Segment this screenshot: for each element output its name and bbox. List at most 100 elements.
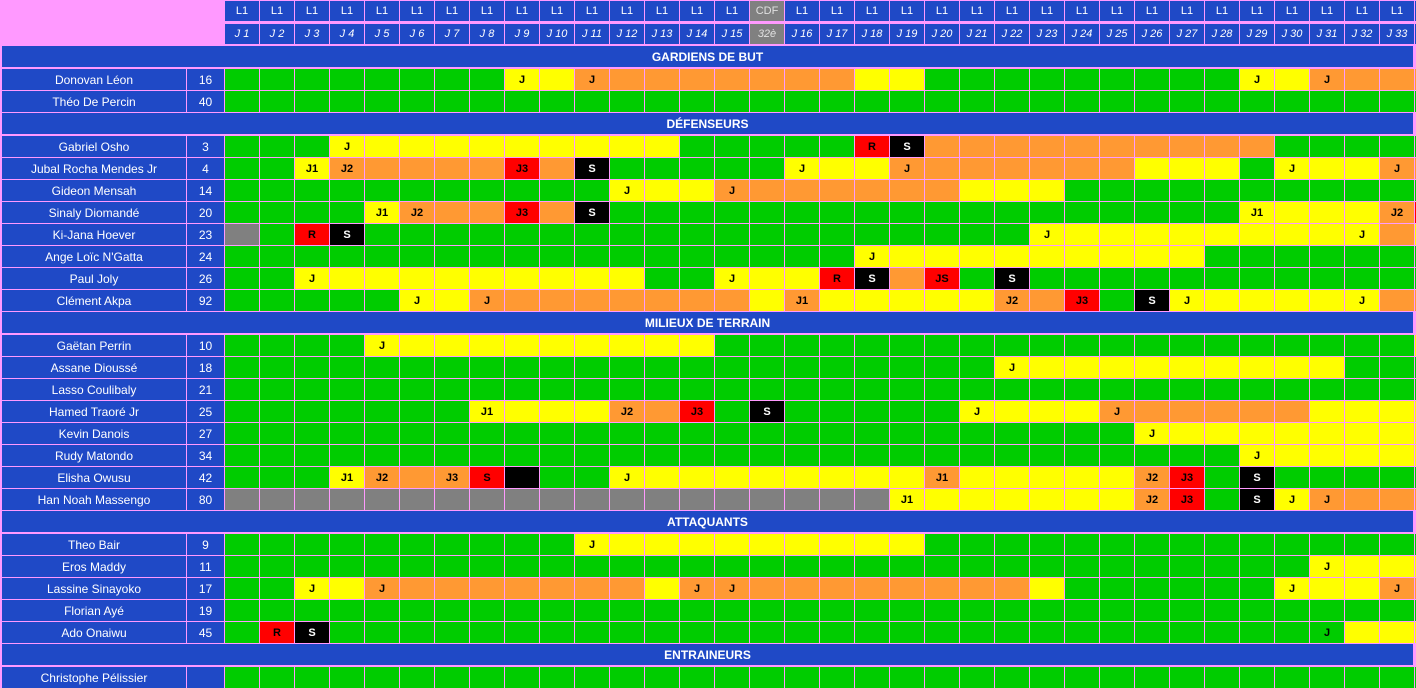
player-number: 92 [187, 290, 224, 311]
status-cell [260, 667, 294, 688]
section-title: ENTRAINEURS [2, 644, 1413, 665]
card-mark: J [1358, 294, 1366, 307]
player-name: Gabriel Osho [2, 136, 186, 157]
status-cell [610, 357, 644, 378]
status-cell [855, 578, 889, 599]
card-mark: JS [935, 272, 949, 285]
status-cell: J2 [995, 290, 1029, 311]
status-cell [995, 158, 1029, 179]
player-name: Assane Dioussé [2, 357, 186, 378]
status-cell [1275, 622, 1309, 643]
player-number: 11 [187, 556, 224, 577]
status-cell [435, 600, 469, 621]
status-cell [540, 290, 574, 311]
status-cell: J2 [365, 467, 399, 488]
status-cell [1240, 667, 1274, 688]
status-cell [1310, 158, 1344, 179]
status-cell [820, 401, 854, 422]
status-cell [610, 202, 644, 223]
status-cell [645, 202, 679, 223]
status-cell [1205, 69, 1239, 90]
status-cell [330, 357, 364, 378]
status-cell [575, 268, 609, 289]
status-cell [1100, 202, 1134, 223]
card-mark: J [1323, 560, 1331, 573]
status-cell [470, 489, 504, 510]
status-cell [610, 69, 644, 90]
status-cell [785, 91, 819, 112]
matchday-header: J 23 [1030, 24, 1064, 44]
status-cell [820, 667, 854, 688]
status-cell [715, 423, 749, 444]
status-cell [645, 556, 679, 577]
status-cell [540, 268, 574, 289]
player-name: Han Noah Massengo [2, 489, 186, 510]
status-cell [680, 290, 714, 311]
player-name: Donovan Léon [2, 69, 186, 90]
status-cell [750, 335, 784, 356]
status-cell [295, 423, 329, 444]
status-cell [1100, 445, 1134, 466]
status-cell [540, 489, 574, 510]
status-cell [1310, 202, 1344, 223]
status-cell [855, 556, 889, 577]
status-cell [680, 622, 714, 643]
card-mark: J [378, 582, 386, 595]
status-cell [1135, 224, 1169, 245]
status-cell [225, 401, 259, 422]
matchday-header: J 5 [365, 24, 399, 44]
status-cell [1170, 202, 1204, 223]
status-cell [925, 202, 959, 223]
status-cell [575, 489, 609, 510]
status-cell [1030, 136, 1064, 157]
status-cell [470, 158, 504, 179]
status-cell [750, 489, 784, 510]
status-cell [1310, 136, 1344, 157]
status-cell [680, 91, 714, 112]
status-cell [995, 667, 1029, 688]
status-cell [890, 578, 924, 599]
status-cell [1135, 667, 1169, 688]
status-cell [1030, 534, 1064, 555]
card-mark: J [728, 582, 736, 595]
competition-header: L1 [400, 1, 434, 21]
status-cell: J3 [1170, 489, 1204, 510]
status-cell [1030, 335, 1064, 356]
status-cell: J [680, 578, 714, 599]
status-cell [225, 556, 259, 577]
status-cell [960, 246, 994, 267]
status-cell [1030, 357, 1064, 378]
player-number: 4 [187, 158, 224, 179]
status-cell [435, 290, 469, 311]
status-cell [960, 667, 994, 688]
status-cell [225, 467, 259, 488]
status-cell [1065, 69, 1099, 90]
status-cell [1345, 467, 1379, 488]
status-cell [1205, 423, 1239, 444]
status-cell [1135, 69, 1169, 90]
status-cell [855, 224, 889, 245]
status-cell [820, 202, 854, 223]
status-cell [1205, 158, 1239, 179]
status-cell [1100, 91, 1134, 112]
player-name: Lasso Coulibaly [2, 379, 186, 400]
status-cell [645, 622, 679, 643]
status-cell [645, 467, 679, 488]
status-cell: J [295, 268, 329, 289]
status-cell [855, 357, 889, 378]
status-cell [855, 335, 889, 356]
status-cell [1030, 69, 1064, 90]
card-mark: J3 [515, 162, 529, 175]
card-mark: J2 [1145, 493, 1159, 506]
status-cell [1275, 224, 1309, 245]
card-mark: J [1183, 294, 1191, 307]
status-cell: J [1135, 423, 1169, 444]
status-cell [330, 556, 364, 577]
status-cell [1380, 423, 1414, 444]
status-cell [1275, 136, 1309, 157]
status-cell [715, 556, 749, 577]
status-cell [890, 268, 924, 289]
status-cell [1275, 401, 1309, 422]
matchday-header: J 20 [925, 24, 959, 44]
status-cell [645, 357, 679, 378]
